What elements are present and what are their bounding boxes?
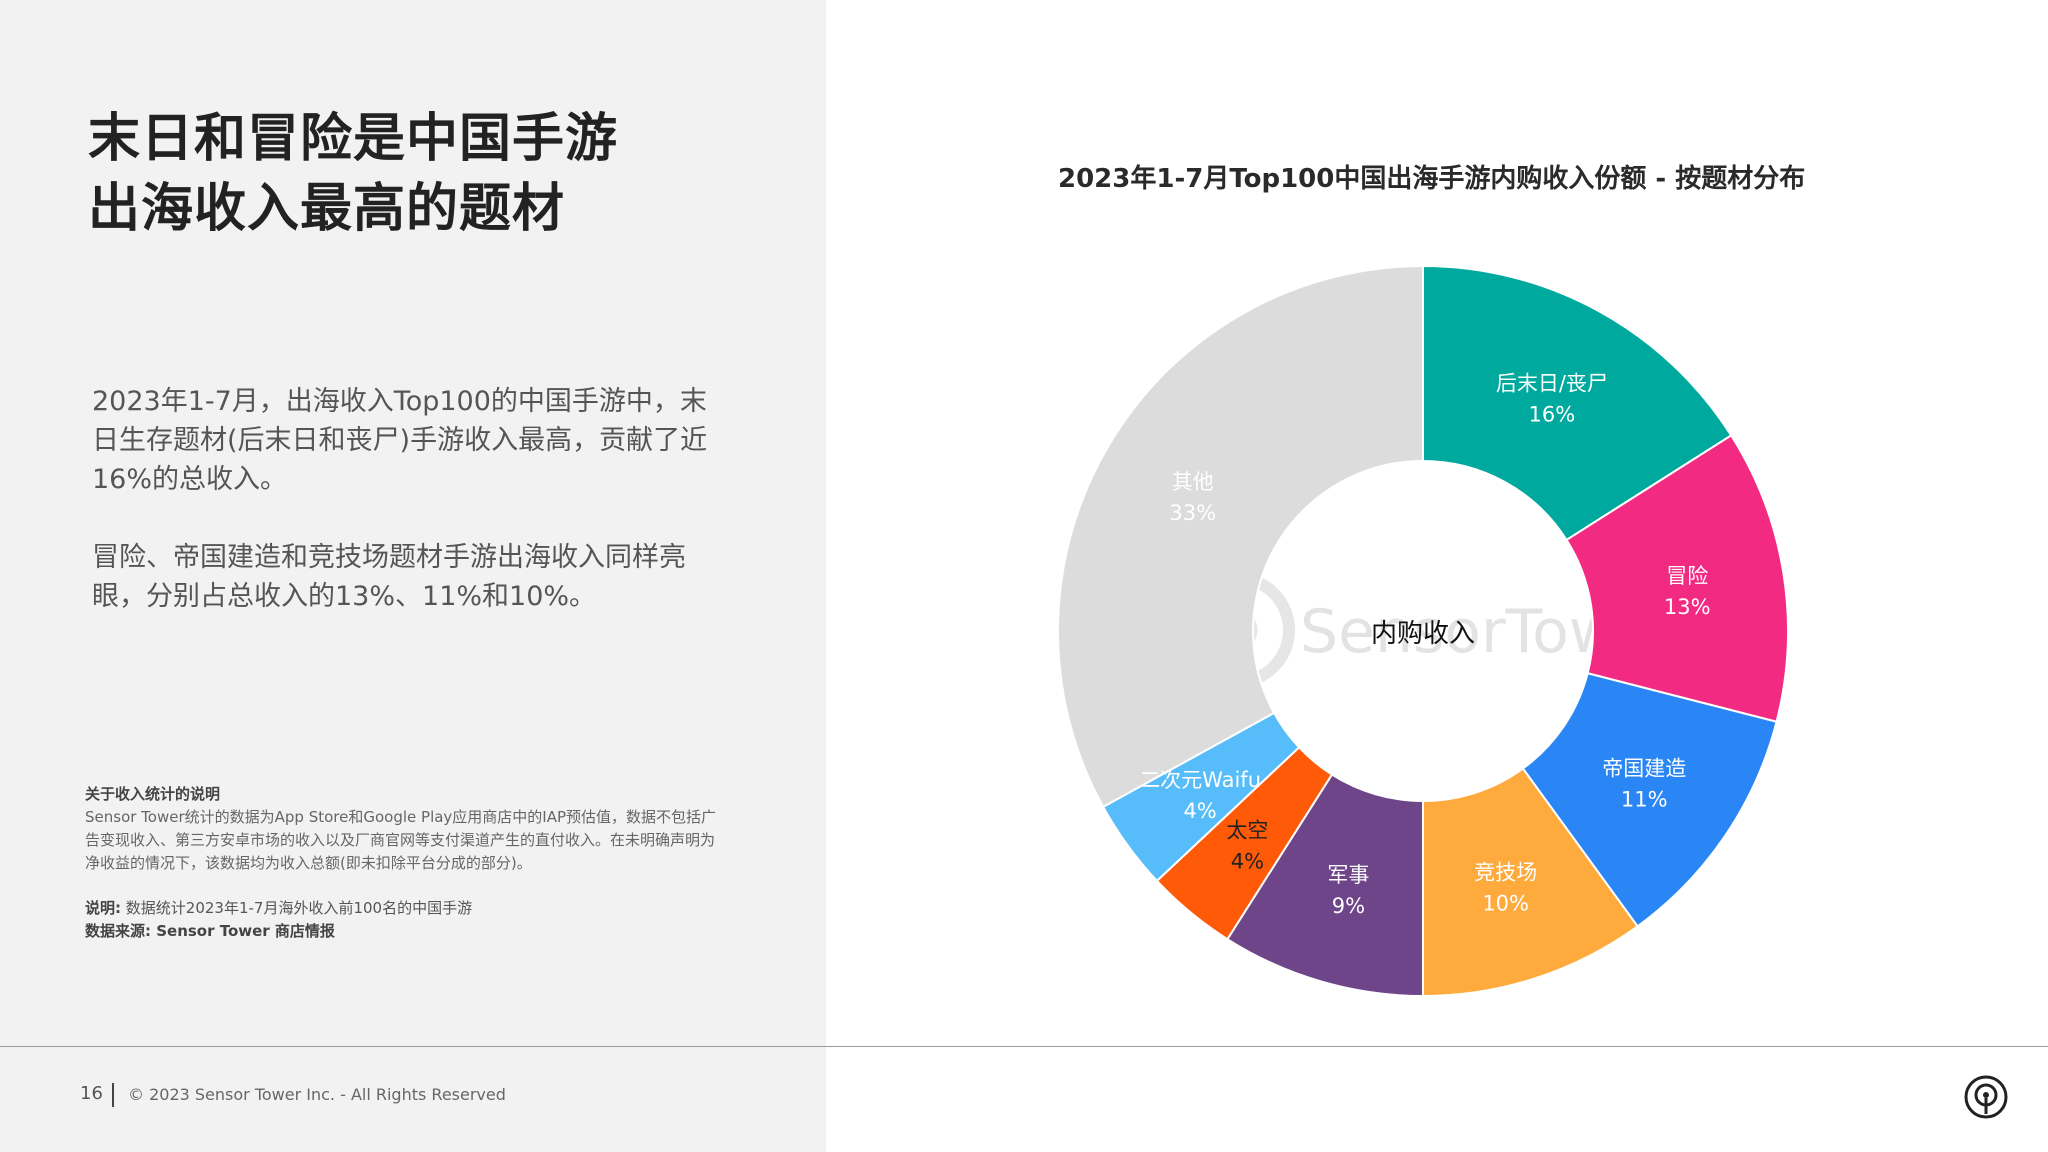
page-title-line-1: 末日和冒险是中国手游 (88, 109, 619, 169)
page-number: 16 (80, 1083, 103, 1104)
slice-percent-label: 13% (1664, 595, 1711, 619)
slice-category-label: 太空 (1226, 818, 1268, 842)
revenue-note: 关于收入统计的说明 Sensor Tower统计的数据为App Store和Go… (85, 783, 725, 875)
donut-center-label: 内购收入 (1371, 619, 1475, 649)
footer-separator (112, 1083, 114, 1107)
slice-category-label: 竞技场 (1474, 860, 1537, 884)
donut-slice (1565, 434, 1789, 723)
slice-category-label: 冒险 (1666, 564, 1708, 588)
page-title-line-2: 出海收入最高的题材 (88, 179, 566, 239)
slice-percent-label: 4% (1183, 799, 1216, 823)
revenue-note-body: Sensor Tower统计的数据为App Store和Google Play应… (85, 808, 717, 872)
sensor-tower-logo-icon (1964, 1075, 2008, 1119)
slice-percent-label: 16% (1529, 403, 1576, 427)
source-line: 数据来源: Sensor Tower 商店情报 (85, 920, 725, 943)
donut-slice (1422, 264, 1733, 542)
slice-percent-label: 11% (1621, 787, 1668, 811)
slice-percent-label: 33% (1169, 501, 1216, 525)
donut-slice (1057, 264, 1424, 809)
page-title: 末日和冒险是中国手游 出海收入最高的题材 (88, 104, 788, 244)
data-source-block: 说明: 数据统计2023年1-7月海外收入前100名的中国手游 数据来源: Se… (85, 897, 725, 943)
summary-paragraph-2: 冒险、帝国建造和竞技场题材手游出海收入同样亮眼，分别占总收入的13%、11%和1… (92, 542, 686, 612)
slice-percent-label: 9% (1332, 894, 1365, 918)
left-panel (0, 0, 826, 1152)
slice-category-label: 后末日/丧尸 (1496, 372, 1608, 396)
donut-slice (1521, 672, 1778, 928)
chart-title: 2023年1-7月Top100中国出海手游内购收入份额 - 按题材分布 (1058, 164, 1806, 194)
slice-category-label: 军事 (1327, 863, 1369, 887)
slice-category-label: 帝国建造 (1602, 756, 1686, 780)
footer-divider (0, 1046, 2048, 1047)
copyright-text: © 2023 Sensor Tower Inc. - All Rights Re… (128, 1085, 506, 1104)
slice-percent-label: 4% (1231, 849, 1264, 873)
explain-label: 说明: (85, 899, 121, 917)
slice-category-label: 二次元Waifu (1139, 768, 1261, 792)
explain-line: 说明: 数据统计2023年1-7月海外收入前100名的中国手游 (85, 897, 725, 920)
source-label: 数据来源: Sensor Tower 商店情报 (85, 922, 335, 940)
donut-slice (1422, 767, 1639, 998)
explain-text: 数据统计2023年1-7月海外收入前100名的中国手游 (125, 899, 473, 917)
slice-percent-label: 10% (1482, 891, 1529, 915)
slice-category-label: 其他 (1172, 470, 1214, 494)
summary-paragraph-1: 2023年1-7月，出海收入Top100的中国手游中，末日生存题材(后末日和丧尸… (92, 386, 708, 495)
revenue-note-title: 关于收入统计的说明 (85, 785, 221, 803)
